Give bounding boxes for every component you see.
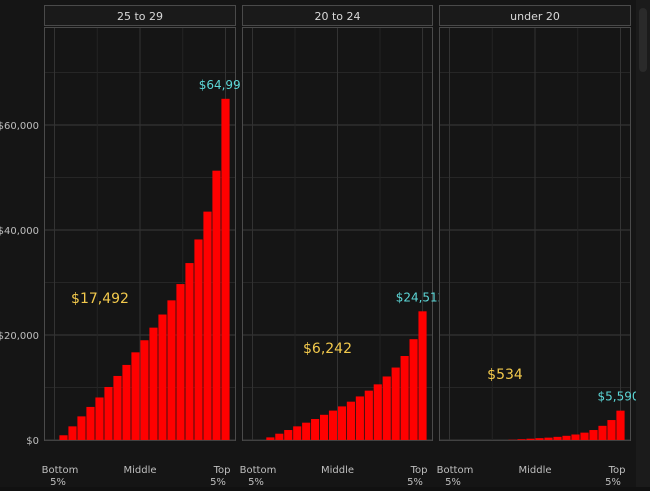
bar — [410, 339, 418, 440]
bar — [329, 411, 337, 440]
x-tick-label: Top — [608, 465, 626, 476]
bar — [167, 300, 175, 440]
x-tick-label-sub: 5% — [248, 477, 264, 487]
bar — [140, 340, 148, 440]
bar — [526, 439, 534, 440]
median-value-label: $6,242 — [303, 341, 352, 357]
scrollbar-thumb[interactable] — [639, 8, 647, 72]
y-tick-label: $40,000 — [0, 226, 39, 237]
bar — [553, 437, 561, 440]
bar — [598, 426, 606, 440]
bar — [392, 368, 400, 440]
bar — [365, 391, 373, 440]
bar — [176, 284, 184, 440]
bar — [311, 419, 319, 440]
x-tick-label: Middle — [321, 465, 354, 476]
bar — [517, 439, 525, 440]
bar — [356, 396, 364, 440]
x-tick-label: Middle — [518, 465, 551, 476]
x-tick-label-sub: 5% — [407, 477, 423, 487]
bar — [401, 356, 409, 440]
bar — [580, 433, 588, 440]
top-value-label: $24,512 — [396, 290, 446, 304]
x-tick-label: Bottom — [42, 465, 79, 476]
bar — [293, 426, 301, 440]
bar — [221, 99, 229, 440]
bar — [77, 416, 85, 440]
bar — [607, 420, 615, 440]
bar — [347, 402, 355, 440]
facet-title: under 20 — [510, 10, 560, 23]
bar — [59, 435, 67, 440]
x-tick-label-sub: 5% — [445, 477, 461, 487]
x-tick-label-sub: 5% — [605, 477, 621, 487]
top-value-label: $5,590 — [598, 390, 640, 404]
bar — [320, 415, 328, 440]
bar — [194, 239, 202, 440]
bar — [302, 423, 310, 440]
bar — [95, 397, 103, 440]
y-tick-label: $20,000 — [0, 331, 39, 342]
bar — [589, 430, 597, 440]
median-value-label: $17,492 — [71, 291, 129, 307]
y-axis: $0 $20,000 $40,000 $60,000 — [0, 121, 39, 447]
facet-title: 25 to 29 — [117, 10, 163, 23]
bar — [544, 438, 552, 440]
bar — [68, 426, 76, 440]
bar — [383, 376, 391, 440]
bar — [149, 328, 157, 440]
bar — [562, 436, 570, 440]
bar — [158, 315, 166, 440]
bar — [535, 438, 543, 440]
bar — [284, 430, 292, 440]
bar — [86, 407, 94, 440]
x-tick-label: Top — [410, 465, 428, 476]
facet-title: 20 to 24 — [314, 10, 360, 23]
bar — [266, 437, 274, 440]
bar — [418, 311, 426, 440]
bar — [113, 376, 121, 440]
top-value-label: $64,991 — [199, 78, 249, 92]
bar — [338, 406, 346, 440]
bar — [275, 434, 283, 440]
bar — [185, 263, 193, 440]
vertical-scrollbar[interactable] — [636, 0, 650, 487]
x-tick-label: Bottom — [240, 465, 277, 476]
y-tick-label: $0 — [26, 436, 39, 447]
y-tick-label: $60,000 — [0, 121, 39, 132]
bar — [122, 365, 130, 440]
bar — [374, 384, 382, 440]
bar — [571, 434, 579, 440]
x-tick-label: Middle — [123, 465, 156, 476]
bar — [131, 352, 139, 440]
x-tick-label-sub: 5% — [210, 477, 226, 487]
bar — [212, 171, 220, 440]
x-tick-label: Top — [213, 465, 231, 476]
bar — [203, 212, 211, 440]
x-tick-label: Bottom — [437, 465, 474, 476]
median-value-label: $534 — [487, 367, 523, 383]
bar — [104, 387, 112, 440]
x-tick-label-sub: 5% — [50, 477, 66, 487]
bar — [616, 411, 624, 440]
